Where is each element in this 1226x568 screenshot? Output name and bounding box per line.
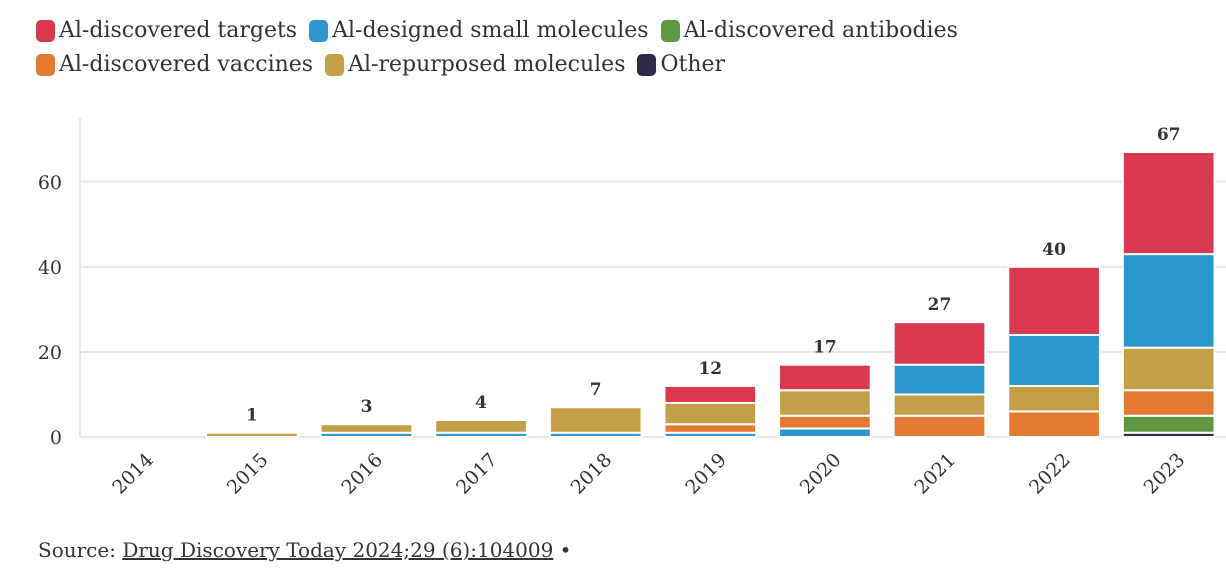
source-prefix: Source: bbox=[38, 538, 123, 562]
chart-legend: Al-discovered targets Al-designed small … bbox=[36, 18, 1216, 78]
legend-item-vaccines[interactable]: Al-discovered vaccines bbox=[36, 52, 313, 78]
legend-label-repurposed: Al-repurposed molecules bbox=[348, 52, 626, 77]
x-axis: 2014 2015 2016 2017 2018 2019 2020 2021 2022 2023 bbox=[108, 449, 1189, 499]
total-labels: 1 3 4 7 12 17 27 40 67 bbox=[246, 125, 1181, 426]
bar-segment-targets-2020[interactable] bbox=[778, 363, 872, 392]
bar-segment-small_molecules-2022[interactable] bbox=[1007, 333, 1101, 387]
legend-item-targets[interactable]: Al-discovered targets bbox=[36, 18, 297, 44]
bar-segment-targets-2023[interactable] bbox=[1121, 151, 1216, 256]
bar-segment-small_molecules_low-2020[interactable] bbox=[778, 427, 872, 439]
bar-segment-vaccines-2022[interactable] bbox=[1007, 410, 1101, 439]
bar-segment-repurposed-2018[interactable] bbox=[548, 406, 643, 434]
bar-segment-repurposed-2017[interactable] bbox=[434, 418, 528, 434]
source-note: Source: Drug Discovery Today 2024;29 (6)… bbox=[38, 538, 571, 562]
total-label-2023: 67 bbox=[1157, 125, 1181, 145]
bar-segment-repurposed-2022[interactable] bbox=[1007, 384, 1101, 413]
bar-segment-vaccines-2020[interactable] bbox=[778, 414, 872, 430]
legend-label-other: Other bbox=[660, 52, 726, 77]
x-tick-label-2019: 2019 bbox=[681, 449, 731, 499]
bar-segment-repurposed-2019[interactable] bbox=[663, 401, 758, 426]
total-label-2018: 7 bbox=[590, 380, 602, 400]
source-link[interactable]: Drug Discovery Today 2024;29 (6):104009 bbox=[122, 538, 554, 562]
legend-swatch-vaccines bbox=[36, 54, 55, 76]
x-tick-label-2020: 2020 bbox=[796, 449, 846, 499]
legend-swatch-repurposed bbox=[325, 54, 345, 76]
bar-segment-repurposed-2015[interactable] bbox=[205, 431, 299, 439]
bar-segment-repurposed-2020[interactable] bbox=[778, 389, 872, 417]
bar-segment-small_molecules-2023[interactable] bbox=[1121, 253, 1216, 349]
bar-segment-repurposed-2023[interactable] bbox=[1121, 346, 1216, 392]
legend-label-targets: Al-discovered targets bbox=[59, 18, 298, 43]
total-label-2021: 27 bbox=[928, 295, 952, 315]
x-tick-label-2016: 2016 bbox=[337, 449, 387, 499]
total-label-2016: 3 bbox=[361, 397, 373, 417]
bar-segment-vaccines-2023[interactable] bbox=[1121, 389, 1216, 417]
x-tick-label-2022: 2022 bbox=[1025, 449, 1075, 499]
bar-segment-vaccines-2021[interactable] bbox=[892, 414, 987, 439]
y-tick-label: 40 bbox=[38, 257, 62, 279]
source-suffix: • bbox=[553, 538, 572, 562]
legend-item-antibodies[interactable]: Al-discovered antibodies bbox=[660, 18, 958, 44]
x-tick-label-2014: 2014 bbox=[108, 449, 158, 499]
legend-item-repurposed[interactable]: Al-repurposed molecules bbox=[325, 52, 625, 78]
bar-segment-targets-2021[interactable] bbox=[892, 321, 987, 366]
bar-segment-targets-2019[interactable] bbox=[663, 384, 758, 404]
x-tick-label-2015: 2015 bbox=[223, 449, 273, 499]
legend-swatch-small-molecules bbox=[309, 20, 329, 42]
legend-swatch-other bbox=[637, 54, 657, 76]
y-tick-label: 60 bbox=[38, 172, 62, 194]
bars-group bbox=[205, 151, 1216, 439]
total-label-2022: 40 bbox=[1042, 240, 1066, 260]
total-label-2020: 17 bbox=[813, 338, 837, 358]
bar-segment-antibodies-2023[interactable] bbox=[1121, 414, 1216, 434]
x-tick-label-2018: 2018 bbox=[567, 449, 617, 499]
x-tick-label-2021: 2021 bbox=[910, 449, 960, 499]
legend-item-other[interactable]: Other bbox=[637, 52, 725, 78]
x-tick-label-2017: 2017 bbox=[452, 449, 502, 499]
legend-item-small-molecules[interactable]: Al-designed small molecules bbox=[309, 18, 649, 44]
legend-label-vaccines: Al-discovered vaccines bbox=[59, 52, 314, 77]
bar-segment-vaccines-2019[interactable] bbox=[663, 423, 758, 434]
bar-segment-repurposed-2016[interactable] bbox=[319, 423, 414, 434]
y-tick-label: 20 bbox=[38, 342, 62, 364]
legend-swatch-antibodies bbox=[660, 20, 680, 42]
legend-label-antibodies: Al-discovered antibodies bbox=[683, 18, 958, 43]
legend-label-small-molecules: Al-designed small molecules bbox=[332, 18, 649, 43]
bar-segment-repurposed-2021[interactable] bbox=[892, 393, 987, 417]
total-label-2017: 4 bbox=[475, 393, 487, 413]
x-tick-label-2023: 2023 bbox=[1140, 449, 1190, 499]
legend-swatch-targets bbox=[36, 20, 55, 42]
bar-segment-targets-2022[interactable] bbox=[1007, 265, 1101, 336]
y-tick-label: 0 bbox=[50, 427, 62, 449]
bar-segment-small_molecules-2021[interactable] bbox=[892, 363, 987, 396]
total-label-2019: 12 bbox=[698, 359, 722, 379]
total-label-2015: 1 bbox=[246, 406, 258, 426]
y-axis: 0 20 40 60 bbox=[38, 172, 62, 449]
